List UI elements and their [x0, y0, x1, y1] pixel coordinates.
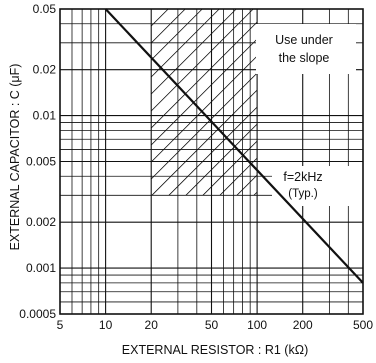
hatch-line — [151, 21, 258, 129]
hatch-line — [151, 9, 237, 95]
slope-note-line1: Use under — [275, 33, 333, 47]
hatch-line — [151, 9, 152, 10]
y-tick-label: 0.0005 — [19, 307, 56, 321]
hatch-line — [151, 9, 203, 61]
y-tick-label: 0.002 — [26, 215, 56, 229]
x-tick-label: 5 — [57, 318, 64, 332]
series-layer — [104, 8, 364, 284]
x-axis-title: EXTERNAL RESISTOR : R1 (kΩ) — [122, 343, 308, 357]
hatch-line — [151, 55, 258, 163]
x-tick-labels: 5 10 20 50 100 200 500 — [57, 318, 374, 332]
x-tick-label: 500 — [353, 318, 373, 332]
y-tick-label: 0.05 — [33, 2, 57, 16]
hatch-line — [151, 9, 254, 112]
x-tick-label: 100 — [247, 318, 267, 332]
hatch-line — [151, 9, 186, 44]
y-tick-label: 0.001 — [26, 261, 56, 275]
hatch-line — [151, 72, 258, 180]
curve-label: f=2kHz — [283, 170, 322, 184]
y-tick-label: 0.01 — [33, 109, 57, 123]
curve-label-typ: (Typ.) — [288, 188, 318, 200]
y-tick-labels: 0.0005 0.001 0.002 0.005 0.01 0.02 0.05 — [19, 2, 56, 321]
slope-note-background — [256, 24, 356, 74]
hatch-line — [168, 106, 258, 196]
slope-note-line2: the slope — [279, 51, 330, 65]
hatch-line — [202, 140, 258, 196]
series-line-f2khz — [104, 8, 364, 284]
y-tick-label: 0.005 — [26, 155, 56, 169]
curve-label-background — [272, 166, 368, 206]
x-tick-label: 50 — [205, 318, 219, 332]
hatch-line — [185, 123, 258, 196]
x-tick-label: 20 — [145, 318, 159, 332]
x-tick-label: 10 — [99, 318, 113, 332]
x-tick-label: 200 — [293, 318, 313, 332]
hatch-line — [151, 9, 220, 78]
plot-frame — [59, 8, 364, 315]
hatch-line — [151, 89, 258, 196]
y-axis-title: EXTERNAL CAPACITOR : C (μF) — [8, 64, 22, 251]
y-tick-label: 0.02 — [33, 63, 57, 77]
